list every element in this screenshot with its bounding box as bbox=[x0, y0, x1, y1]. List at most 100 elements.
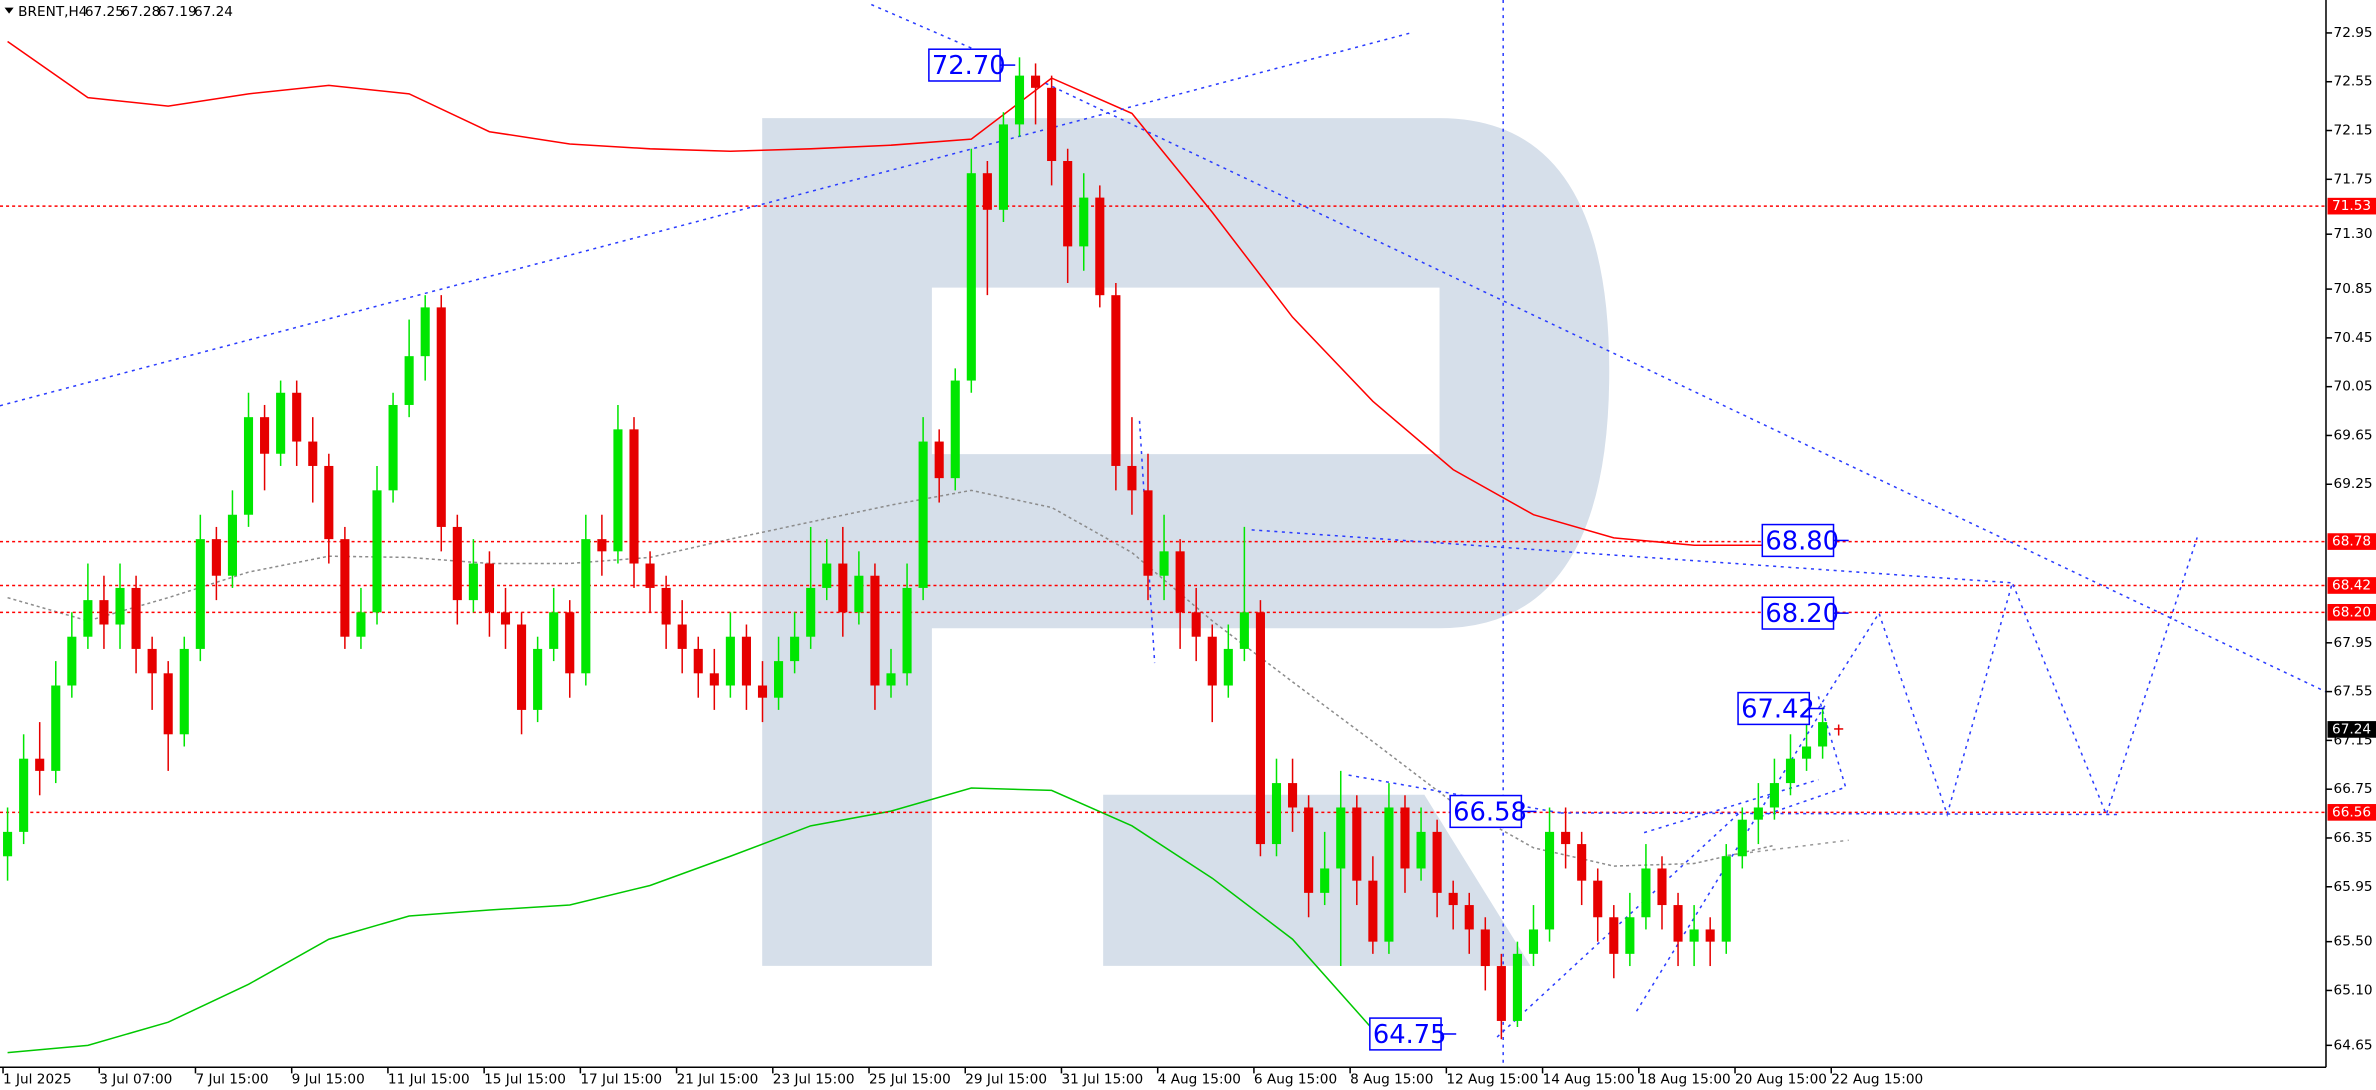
candle-body bbox=[1223, 648, 1233, 686]
candle-body bbox=[324, 465, 334, 540]
level-tag bbox=[2327, 577, 2376, 594]
candle-body bbox=[19, 758, 29, 832]
y-tick-label: 66.75 bbox=[2334, 781, 2373, 797]
trend-line bbox=[1560, 812, 2122, 816]
trend-line bbox=[870, 3, 1001, 62]
candle-body bbox=[1785, 758, 1796, 784]
candle-body bbox=[1657, 868, 1667, 906]
level-tag-label: 68.78 bbox=[2332, 534, 2371, 550]
candle-body bbox=[1834, 728, 1844, 730]
candle-body bbox=[388, 404, 398, 491]
candle-body bbox=[1689, 929, 1699, 942]
x-tick-label: 31 Jul 15:00 bbox=[1061, 1071, 1143, 1087]
candle-body bbox=[1079, 197, 1089, 247]
candle-body bbox=[709, 673, 719, 686]
candle-body bbox=[1673, 905, 1683, 942]
candle-body bbox=[1512, 953, 1522, 1021]
logo-r bbox=[762, 118, 1610, 966]
y-tick-label: 66.35 bbox=[2334, 830, 2373, 846]
candle-body bbox=[1577, 844, 1587, 881]
y-tick-label: 72.55 bbox=[2334, 74, 2373, 90]
low-value: 67.19 bbox=[158, 4, 197, 20]
candle-body bbox=[1014, 75, 1025, 125]
annotation-label: 68.80 bbox=[1765, 526, 1839, 556]
candle-body bbox=[677, 624, 687, 649]
current-price-tag bbox=[2327, 721, 2376, 738]
y-tick-label: 67.55 bbox=[2334, 684, 2373, 700]
candle-body bbox=[179, 648, 189, 735]
candle-body bbox=[1561, 831, 1571, 845]
candle-body bbox=[420, 307, 430, 357]
x-tick-label: 14 Aug 15:00 bbox=[1543, 1071, 1635, 1087]
candle-body bbox=[51, 685, 61, 771]
x-tick-label: 22 Aug 15:00 bbox=[1831, 1071, 1923, 1087]
candle-body bbox=[1336, 807, 1346, 869]
candle-body bbox=[452, 526, 462, 601]
y-tick-label: 70.45 bbox=[2334, 330, 2373, 346]
candle-body bbox=[790, 636, 800, 662]
candle-body bbox=[838, 563, 848, 613]
candle-body bbox=[468, 563, 478, 601]
candle-body bbox=[1496, 966, 1506, 1021]
candle-body bbox=[1255, 612, 1265, 845]
annotation-box bbox=[1761, 596, 1835, 630]
trend-line bbox=[1643, 778, 1819, 834]
high-value: 67.28 bbox=[121, 4, 160, 20]
candle-body bbox=[757, 685, 768, 698]
trend-line bbox=[1045, 82, 2326, 693]
candle-body bbox=[1545, 831, 1555, 930]
trend-line bbox=[1251, 529, 2013, 584]
candle-body bbox=[1737, 819, 1747, 857]
trend-line bbox=[1348, 774, 1561, 814]
candle-body bbox=[1207, 636, 1217, 686]
x-tick-label: 7 Jul 15:00 bbox=[195, 1071, 268, 1087]
x-tick-label: 18 Aug 15:00 bbox=[1639, 1071, 1731, 1087]
candle-body bbox=[436, 307, 446, 527]
y-tick-label: 70.85 bbox=[2334, 281, 2373, 297]
y-tick-label: 72.95 bbox=[2334, 25, 2373, 41]
candle-body bbox=[966, 173, 976, 381]
candle-body bbox=[1095, 197, 1105, 296]
y-tick-label: 72.15 bbox=[2334, 123, 2373, 139]
candle-body bbox=[725, 636, 735, 686]
level-tag bbox=[2327, 533, 2376, 550]
x-tick-label: 25 Jul 15:00 bbox=[869, 1071, 951, 1087]
candle-body bbox=[356, 612, 366, 637]
y-tick-label: 67.95 bbox=[2334, 635, 2373, 651]
candle-body bbox=[982, 173, 992, 210]
annotation-label: 68.20 bbox=[1765, 599, 1839, 629]
candle-body bbox=[308, 441, 318, 466]
open-value: 67.25 bbox=[85, 4, 124, 20]
candle-body bbox=[99, 600, 109, 625]
candle-body bbox=[854, 575, 864, 613]
candle-body bbox=[1625, 917, 1635, 954]
menu-arrow bbox=[4, 7, 14, 14]
candle-body bbox=[115, 587, 125, 625]
candle-body bbox=[565, 612, 575, 674]
candle-body bbox=[517, 624, 527, 710]
candle-body bbox=[918, 441, 928, 588]
candle-body bbox=[372, 490, 382, 613]
level-tag bbox=[2327, 603, 2376, 621]
candle-body bbox=[806, 587, 816, 637]
candle-body bbox=[613, 429, 623, 552]
candle-body bbox=[1416, 831, 1426, 869]
candle-body bbox=[1063, 161, 1073, 247]
candle-body bbox=[1609, 917, 1619, 954]
annotation-label: 64.75 bbox=[1373, 1020, 1447, 1050]
candle-body bbox=[645, 563, 655, 588]
trend-line bbox=[1727, 839, 1849, 857]
level-tag bbox=[2327, 197, 2376, 215]
candle-body bbox=[693, 648, 703, 674]
x-tick-label: 21 Jul 15:00 bbox=[677, 1071, 759, 1087]
candle-body bbox=[195, 539, 205, 649]
y-tick-label: 65.10 bbox=[2334, 982, 2373, 998]
candle-body bbox=[822, 563, 832, 588]
candle-body bbox=[741, 636, 751, 686]
y-tick-label: 69.25 bbox=[2334, 476, 2373, 492]
level-tag bbox=[2327, 804, 2376, 821]
candle-body bbox=[1127, 465, 1137, 491]
annotations: 72.70 68.80 68.20 67.42 66.58 64.75 bbox=[928, 48, 1849, 1051]
candle-body bbox=[1320, 868, 1330, 893]
